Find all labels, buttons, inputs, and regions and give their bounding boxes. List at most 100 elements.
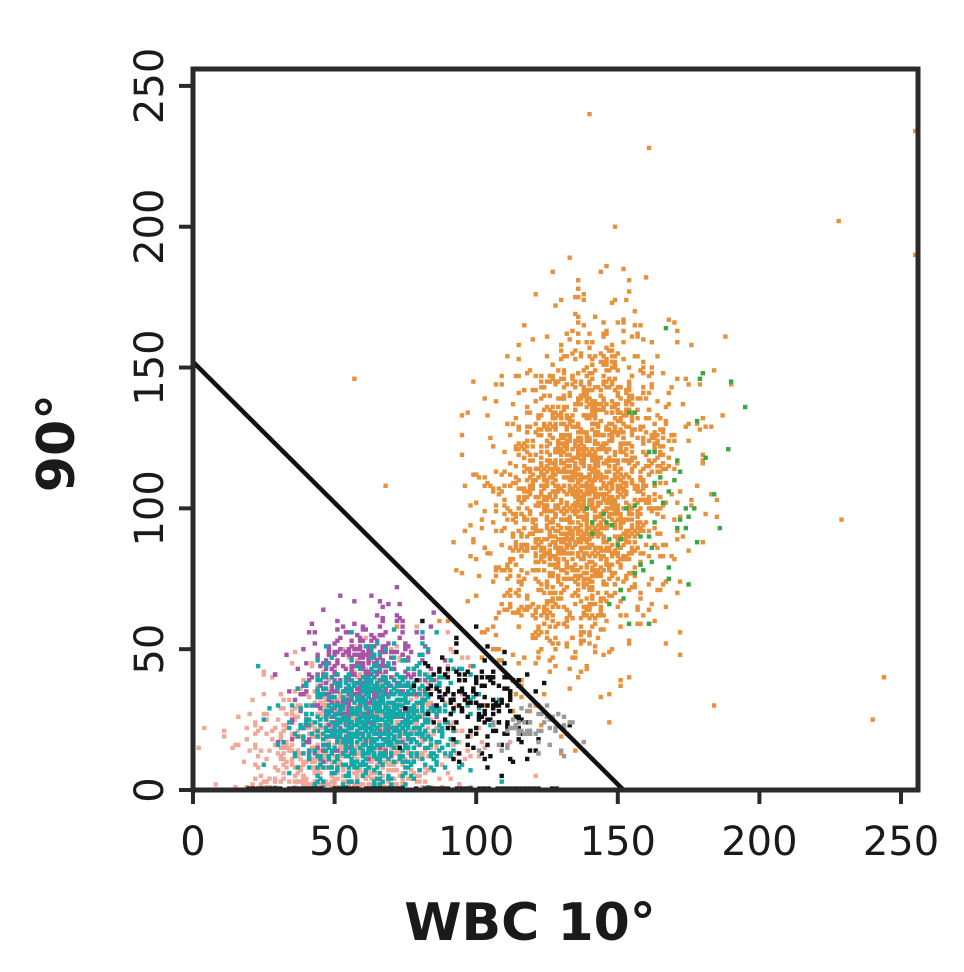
data-point-s0 (539, 489, 544, 494)
data-point-s0 (544, 463, 550, 469)
data-point-s0 (652, 447, 657, 452)
data-point-s1 (423, 770, 428, 776)
data-point-s1 (369, 703, 374, 708)
data-point-s3 (349, 745, 354, 750)
data-point-s0 (652, 458, 657, 463)
data-point-s1 (377, 725, 383, 731)
data-point-s2 (346, 706, 351, 711)
data-point-s2 (360, 663, 366, 669)
data-point-s3 (352, 762, 357, 767)
data-point-s0 (522, 489, 527, 494)
data-point-s0 (643, 430, 649, 435)
data-point-s2 (372, 661, 377, 666)
data-point-s0 (669, 432, 674, 438)
data-point-s3 (425, 717, 431, 722)
data-point-s0 (584, 393, 589, 398)
data-point-s0 (553, 514, 558, 519)
data-point-s0 (581, 537, 586, 542)
data-point-s1 (295, 770, 300, 776)
data-point-s1 (284, 739, 289, 745)
data-point-s0 (573, 294, 578, 300)
data-point-s0 (581, 500, 586, 505)
data-point-s0 (612, 500, 618, 505)
data-point-s3 (357, 731, 363, 736)
data-point-s3 (389, 692, 394, 697)
data-point-s0 (564, 641, 569, 646)
data-point-s0 (576, 582, 581, 587)
data-point-s0 (553, 635, 558, 641)
data-point-s3 (374, 708, 380, 714)
data-point-s0 (592, 649, 598, 655)
data-point-s6 (618, 537, 623, 542)
data-point-s3 (423, 737, 428, 742)
data-point-s0 (700, 452, 705, 457)
data-point-s0 (576, 478, 581, 483)
data-point-s0 (556, 447, 561, 452)
data-point-s0 (564, 644, 569, 649)
data-point-s0 (556, 579, 561, 584)
data-point-s0 (559, 432, 564, 438)
data-point-s0 (561, 385, 567, 390)
data-point-s3 (349, 720, 354, 725)
data-point-s2 (380, 644, 385, 649)
data-point-s3 (400, 754, 405, 759)
data-point-s6 (638, 562, 643, 567)
data-point-s0 (578, 669, 584, 674)
data-point-s0 (607, 593, 612, 598)
data-point-s1 (241, 759, 247, 764)
data-point-s0 (621, 579, 626, 584)
data-point-s1 (369, 776, 374, 781)
data-point-s0 (618, 447, 623, 452)
data-point-s0 (581, 449, 586, 455)
data-point-s2 (403, 647, 408, 652)
data-point-s0 (559, 590, 564, 596)
data-point-s3 (377, 697, 383, 703)
data-point-s1 (318, 703, 323, 708)
data-point-s0 (604, 492, 609, 497)
data-point-s2 (386, 725, 391, 731)
data-point-s6 (672, 478, 677, 483)
data-point-s0 (652, 432, 657, 438)
data-point-s0 (601, 447, 606, 452)
data-point-s3 (315, 734, 320, 739)
data-point-s1 (267, 776, 272, 781)
data-point-s3 (386, 706, 391, 711)
data-point-s0 (601, 373, 606, 379)
data-point-s1 (323, 737, 329, 742)
data-point-s0 (587, 534, 592, 539)
data-point-s0 (592, 469, 598, 474)
data-point-s2 (332, 672, 337, 677)
data-point-s5 (536, 739, 541, 745)
data-point-s3 (340, 739, 346, 745)
data-point-s1 (403, 756, 408, 762)
data-point-s1 (298, 765, 303, 770)
data-point-s0 (592, 506, 598, 511)
data-point-s3 (403, 723, 408, 728)
data-point-s3 (451, 728, 456, 734)
data-point-s0 (553, 554, 558, 559)
data-point-s1 (377, 683, 383, 688)
data-point-s2 (321, 748, 326, 753)
data-point-s0 (578, 472, 584, 477)
data-point-s0 (544, 354, 550, 359)
data-point-s0 (561, 469, 567, 474)
data-point-s1 (434, 725, 439, 731)
data-point-s0 (601, 379, 606, 384)
data-point-s0 (626, 385, 632, 390)
data-point-s4 (445, 666, 451, 672)
data-point-s0 (618, 520, 623, 525)
data-point-s1 (397, 655, 402, 660)
data-point-s0 (590, 447, 595, 452)
data-point-s0 (570, 447, 575, 452)
data-point-s4 (448, 697, 453, 703)
data-point-s0 (485, 627, 490, 632)
data-point-s0 (553, 303, 558, 308)
data-point-s3 (454, 739, 459, 745)
data-point-s2 (377, 649, 383, 655)
data-point-s3 (346, 739, 351, 745)
data-point-s0 (587, 525, 592, 531)
data-point-s2 (272, 672, 278, 677)
data-point-s0 (567, 390, 572, 396)
data-point-s0 (635, 604, 640, 610)
data-point-s0 (564, 531, 569, 536)
